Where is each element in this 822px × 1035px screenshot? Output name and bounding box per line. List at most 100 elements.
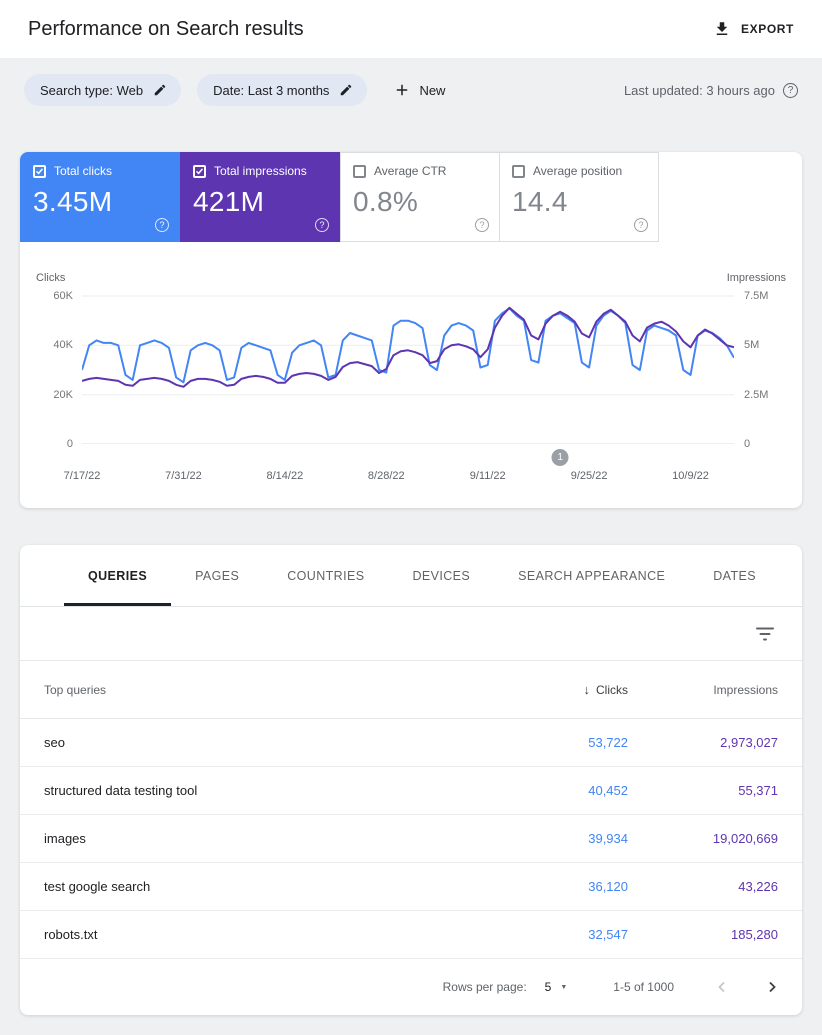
tab-pages[interactable]: PAGES — [195, 568, 240, 583]
y-axis-left: 60K 40K 20K 0 — [36, 286, 82, 450]
y-tick-label: 40K — [53, 339, 73, 352]
chart-svg[interactable] — [82, 286, 734, 444]
last-updated-text: Last updated: 3 hours ago — [623, 82, 775, 98]
x-tick-label: 7/31/22 — [165, 470, 202, 482]
download-icon — [716, 22, 728, 35]
query-table-body: seo 53,722 2,973,027 structured data tes… — [20, 719, 802, 959]
clicks-cell: 40,452 — [588, 783, 628, 798]
impressions-cell: 19,020,669 — [712, 831, 778, 846]
tab-search-appearance[interactable]: SEARCH APPEARANCE — [518, 568, 666, 583]
col-header-impressions[interactable]: Impressions — [713, 682, 778, 697]
checkbox-total-clicks[interactable] — [33, 164, 46, 178]
tab-countries[interactable]: COUNTRIES — [287, 568, 365, 583]
axis-titles: Clicks Impressions — [36, 272, 786, 284]
impressions-cell: 185,280 — [731, 927, 778, 942]
col-header-top-queries[interactable]: Top queries — [44, 682, 107, 697]
queries-card: QUERIES PAGES COUNTRIES DEVICES SEARCH APPEA… — [20, 545, 802, 1015]
metric-label: Total impressions — [214, 164, 307, 178]
rows-per-page-select[interactable]: 5 ▼ — [545, 980, 568, 994]
search-type-chip-label: Search type: Web — [40, 82, 144, 98]
export-button[interactable]: EXPORT — [713, 20, 794, 38]
table-filter-row — [20, 607, 802, 661]
metric-value: 421M — [193, 186, 265, 217]
metric-value: 0.8% — [353, 186, 419, 217]
tab-dates[interactable]: DATES — [713, 568, 756, 583]
new-filter-label: New — [419, 82, 446, 98]
plus-icon — [397, 84, 408, 96]
date-filter-chip-label: Date: Last 3 months — [213, 82, 330, 98]
left-axis-title: Clicks — [36, 272, 66, 284]
series-impressions — [82, 308, 734, 387]
table-row[interactable]: robots.txt 32,547 185,280 — [20, 911, 802, 959]
date-filter-chip[interactable]: Date: Last 3 months — [197, 74, 368, 106]
next-page-button[interactable] — [766, 981, 778, 993]
metric-value: 14.4 — [512, 186, 568, 217]
metric-card-average-ctr[interactable]: Average CTR 0.8% ? — [340, 152, 500, 242]
query-cell: structured data testing tool — [44, 783, 198, 798]
clicks-cell: 53,722 — [588, 735, 628, 750]
x-tick-label: 8/28/22 — [367, 470, 405, 482]
metric-cards: Total clicks 3.45M ? Total impressions 4… — [20, 152, 802, 242]
checkbox-total-impressions[interactable] — [193, 164, 206, 178]
x-tick-label: 7/17/22 — [63, 470, 101, 482]
impressions-cell: 2,973,027 — [720, 735, 778, 750]
y-tick-label: 0 — [66, 438, 73, 450]
metric-label: Average position — [533, 164, 623, 178]
y-tick-label: 60K — [53, 290, 73, 302]
metric-card-average-position[interactable]: Average position 14.4 ? — [499, 152, 659, 242]
help-icon[interactable]: ? — [475, 218, 489, 232]
query-cell: seo — [44, 735, 65, 750]
metric-card-total-clicks[interactable]: Total clicks 3.45M ? — [20, 152, 180, 242]
tab-devices[interactable]: DEVICES — [412, 568, 471, 583]
col-header-clicks[interactable]: ↓ Clicks — [478, 681, 629, 697]
clicks-header-label: Clicks — [596, 682, 628, 697]
check-icon — [35, 168, 44, 175]
x-tick-label: 9/25/22 — [570, 470, 608, 482]
query-cell: robots.txt — [44, 927, 98, 942]
search-type-chip[interactable]: Search type: Web — [24, 74, 182, 106]
filter-icon[interactable] — [756, 627, 774, 641]
help-icon[interactable]: ? — [315, 218, 329, 232]
tabs: QUERIES PAGES COUNTRIES DEVICES SEARCH APPEA… — [20, 545, 802, 607]
edit-icon — [154, 84, 166, 96]
chart: 60K 40K 20K 0 1 7/17/22 7/31/22 8/14/22 8/28/2… — [36, 286, 786, 488]
right-axis-title: Impressions — [726, 272, 786, 284]
pagination: Rows per page: 5 ▼ 1-5 of 1000 — [20, 959, 802, 1015]
y-axis-right: 7.5M 5M 2.5M 0 — [734, 286, 786, 450]
help-icon[interactable]: ? — [155, 218, 169, 232]
check-icon — [195, 168, 204, 175]
y-tick-label: 5M — [744, 339, 760, 352]
checkbox-average-position[interactable] — [512, 164, 525, 178]
x-tick-label: 10/9/22 — [672, 470, 709, 482]
rows-per-page-label: Rows per page: — [442, 980, 527, 994]
table-header: Top queries ↓ Clicks Impressions — [20, 661, 802, 719]
clicks-cell: 32,547 — [588, 927, 628, 942]
export-label: EXPORT — [741, 22, 794, 36]
impressions-cell: 55,371 — [738, 783, 778, 798]
filter-bar: Search type: Web Date: Last 3 months New… — [24, 74, 798, 106]
new-filter-button[interactable]: New — [393, 81, 445, 99]
metric-label: Average CTR — [374, 164, 447, 178]
last-updated: Last updated: 3 hours ago ? — [623, 82, 798, 98]
help-icon[interactable]: ? — [634, 218, 648, 232]
table-row[interactable]: images 39,934 19,020,669 — [20, 815, 802, 863]
query-cell: test google search — [44, 879, 151, 894]
metric-card-total-impressions[interactable]: Total impressions 421M ? — [180, 152, 340, 242]
y-tick-label: 20K — [53, 388, 73, 401]
x-axis: 1 7/17/22 7/31/22 8/14/22 8/28/22 9/11/22 9/2… — [64, 444, 734, 488]
x-tick-label: 8/14/22 — [266, 470, 304, 482]
tab-queries[interactable]: QUERIES — [64, 545, 172, 606]
app-header: Performance on Search results EXPORT — [0, 0, 822, 58]
impressions-cell: 43,226 — [738, 879, 778, 894]
prev-page-button[interactable] — [716, 981, 728, 993]
table-row[interactable]: seo 53,722 2,973,027 — [20, 719, 802, 767]
x-tick-label: 9/11/22 — [469, 470, 506, 482]
checkbox-average-ctr[interactable] — [353, 164, 366, 178]
sort-desc-icon: ↓ — [583, 681, 591, 697]
help-icon[interactable]: ? — [783, 82, 798, 98]
table-row[interactable]: test google search 36,120 43,226 — [20, 863, 802, 911]
y-tick-label: 7.5M — [744, 290, 769, 302]
table-row[interactable]: structured data testing tool 40,452 55,3… — [20, 767, 802, 815]
clicks-cell: 36,120 — [588, 879, 628, 894]
chart-annotation[interactable]: 1 — [551, 449, 569, 466]
